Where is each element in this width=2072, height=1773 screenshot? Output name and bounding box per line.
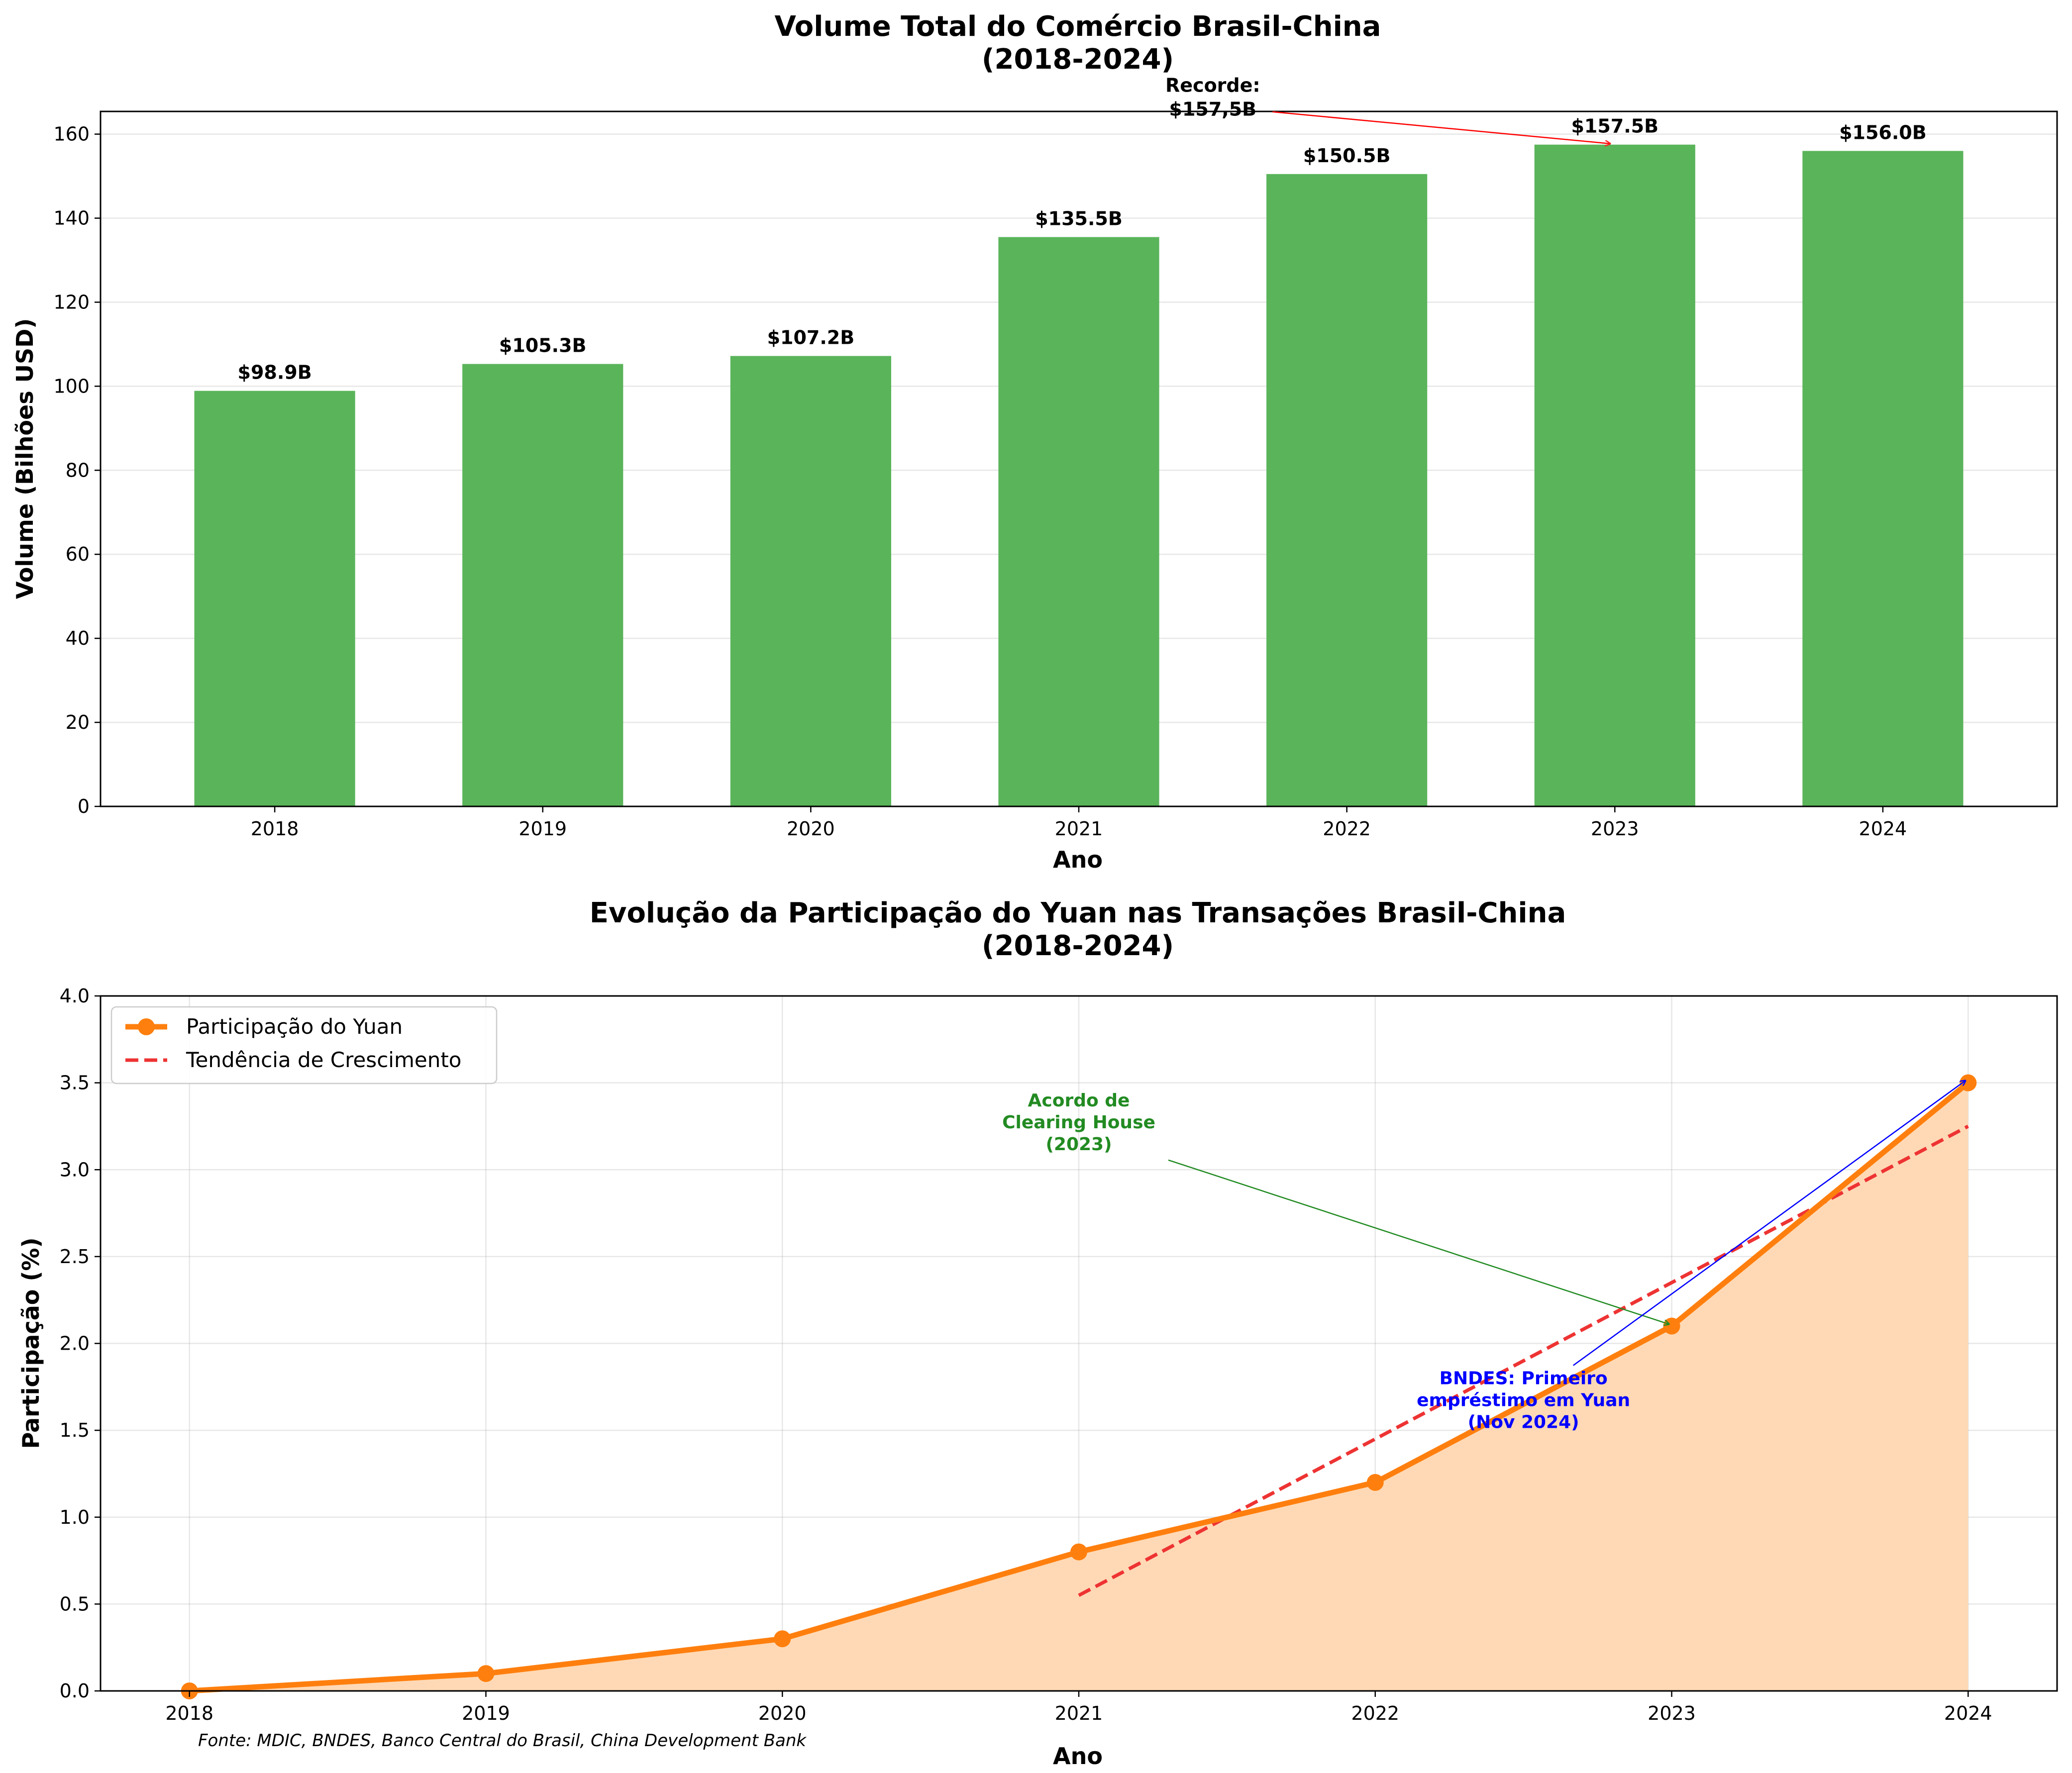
bar-2024 — [1802, 151, 1964, 807]
annotation-bndes-line: BNDES: Primeiro — [1440, 1369, 1608, 1389]
line-ytick-label: 1.0 — [60, 1506, 90, 1528]
bar-2020 — [730, 356, 891, 806]
bar-value-label: $157.5B — [1571, 115, 1658, 137]
record-annotation: Recorde: $157,5B — [1165, 75, 1610, 144]
bar-ytick-label: 160 — [53, 123, 90, 145]
line-chart-title-line1: Evolução da Participação do Yuan nas Tra… — [590, 897, 1566, 929]
legend-label-yuan: Participação do Yuan — [186, 1014, 403, 1039]
record-annotation-line1: Recorde: — [1165, 75, 1260, 97]
yuan-point-2024 — [1960, 1074, 1977, 1091]
line-chart: Evolução da Participação do Yuan nas Tra… — [17, 897, 2058, 1770]
line-chart-y-label: Participação (%) — [17, 1237, 44, 1449]
record-annotation-line2: $157,5B — [1169, 98, 1257, 120]
bar-value-label: $150.5B — [1303, 145, 1391, 167]
line-ytick-label: 2.0 — [60, 1333, 90, 1355]
bar-value-label: $98.9B — [238, 362, 312, 384]
bar-chart-x-label: Ano — [1053, 846, 1103, 873]
line-xtick-label: 2019 — [462, 1702, 510, 1724]
bar-chart-y-label: Volume (Bilhões USD) — [11, 318, 38, 599]
line-xtick-label: 2020 — [758, 1702, 807, 1724]
annotation-arrow-clearing — [1168, 1159, 1669, 1324]
yuan-point-2019 — [477, 1665, 495, 1682]
line-ytick-label: 4.0 — [60, 985, 90, 1007]
line-ytick-label: 2.5 — [60, 1246, 90, 1268]
annotation-clearing-line: Clearing House — [1002, 1112, 1155, 1133]
line-ytick-label: 0.5 — [60, 1593, 90, 1615]
bar-chart-title-line2: (2018-2024) — [982, 43, 1174, 76]
bar-ytick-label: 20 — [66, 711, 90, 733]
bar-chart-frame — [100, 110, 2058, 807]
line-xtick-label: 2024 — [1944, 1702, 1992, 1724]
annotation-clearing-line: (2023) — [1045, 1134, 1112, 1155]
bar-2021 — [998, 237, 1159, 806]
bar-xtick-label: 2024 — [1859, 818, 1907, 840]
line-ytick-label: 1.5 — [60, 1419, 90, 1441]
line-xtick-label: 2023 — [1648, 1702, 1696, 1724]
bar-value-label: $107.2B — [767, 327, 855, 349]
annotation-arrow-bndes — [1572, 1081, 1966, 1366]
line-ytick-label: 0.0 — [60, 1680, 90, 1702]
source-note: Fonte: MDIC, BNDES, Banco Central do Bra… — [198, 1731, 807, 1751]
annotation-bndes-line: (Nov 2024) — [1468, 1412, 1579, 1433]
yuan-point-2023 — [1663, 1317, 1680, 1335]
yuan-point-2020 — [774, 1630, 791, 1648]
yuan-point-2021 — [1070, 1543, 1087, 1561]
line-chart-x-label: Ano — [1053, 1743, 1103, 1770]
line-xtick-label: 2021 — [1055, 1702, 1103, 1724]
legend: Participação do Yuan Tendência de Cresci… — [110, 1006, 498, 1084]
bar-ytick-label: 40 — [66, 627, 90, 649]
bar-xtick-label: 2022 — [1323, 818, 1371, 840]
bar-2023 — [1534, 144, 1695, 807]
bar-ytick-label: 120 — [53, 291, 90, 313]
record-arrow — [1272, 111, 1610, 144]
bar-2022 — [1266, 174, 1428, 806]
bar-value-label: $105.3B — [499, 335, 587, 357]
bar-xtick-label: 2023 — [1591, 818, 1639, 840]
bar-xtick-label: 2019 — [518, 818, 567, 840]
legend-marker-yuan — [138, 1018, 155, 1035]
yuan-area-fill — [189, 1083, 1968, 1691]
annotation-bndes-line: empréstimo em Yuan — [1417, 1390, 1630, 1411]
yuan-point-2022 — [1366, 1474, 1384, 1491]
bar-ytick-label: 60 — [66, 543, 90, 565]
legend-box — [110, 1006, 498, 1084]
legend-label-trend: Tendência de Crescimento — [186, 1048, 462, 1072]
bar-2019 — [462, 364, 623, 806]
bar-value-label: $135.5B — [1035, 208, 1123, 230]
bar-chart: Volume Total do Comércio Brasil-China (2… — [11, 10, 2058, 873]
line-ytick-label: 3.5 — [60, 1072, 90, 1094]
bar-ytick-label: 140 — [53, 207, 90, 229]
line-chart-title-line2: (2018-2024) — [982, 930, 1174, 962]
line-ytick-label: 3.0 — [60, 1159, 90, 1181]
line-chart-frame — [100, 995, 2058, 1692]
annotation-clearing-line: Acordo de — [1028, 1090, 1130, 1111]
bar-value-label: $156.0B — [1839, 121, 1927, 143]
line-xtick-label: 2022 — [1351, 1702, 1399, 1724]
bar-2018 — [194, 391, 355, 806]
bar-xtick-label: 2020 — [787, 818, 835, 840]
bar-ytick-label: 80 — [66, 459, 90, 481]
bar-xtick-label: 2018 — [251, 818, 299, 840]
bar-ytick-label: 0 — [78, 795, 90, 817]
bar-xtick-label: 2021 — [1055, 818, 1103, 840]
line-xtick-label: 2018 — [165, 1702, 213, 1724]
bar-ytick-label: 100 — [53, 375, 90, 397]
bar-chart-title-line1: Volume Total do Comércio Brasil-China — [775, 10, 1381, 43]
